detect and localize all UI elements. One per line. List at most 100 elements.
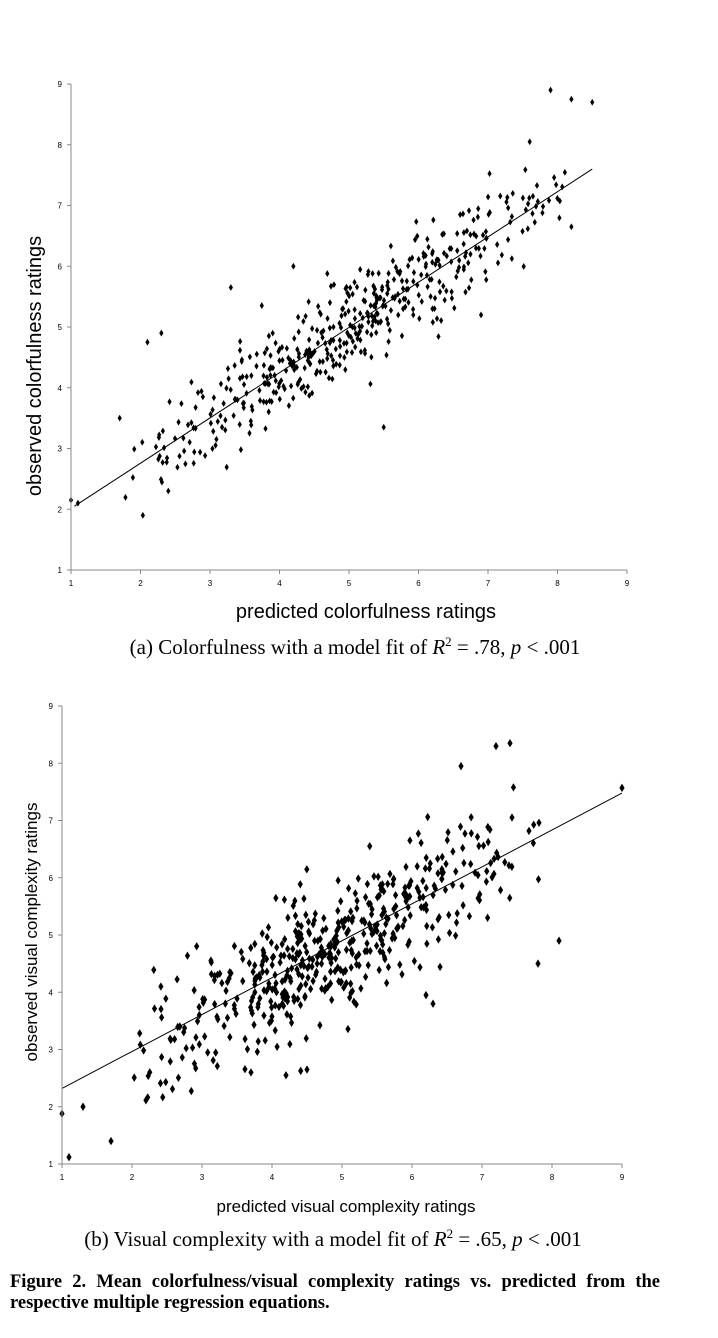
caption-r-value: = .65, (453, 1227, 513, 1251)
data-point (353, 329, 358, 337)
data-point (455, 247, 460, 255)
x-tick-label: 2 (130, 1173, 135, 1182)
data-point (304, 947, 310, 957)
data-point (231, 412, 236, 420)
data-point (392, 890, 399, 900)
data-point (179, 400, 184, 408)
data-point (291, 262, 296, 270)
data-point (163, 1077, 169, 1087)
data-point (213, 441, 218, 449)
data-point (424, 939, 430, 948)
data-point (264, 932, 270, 942)
data-point (345, 914, 351, 923)
data-point (348, 946, 354, 955)
data-point (291, 394, 296, 402)
data-point (455, 230, 460, 237)
data-point (259, 929, 265, 938)
data-point (392, 294, 397, 302)
data-point (439, 852, 445, 862)
data-point (157, 1079, 164, 1088)
data-point (381, 423, 386, 431)
data-point (536, 818, 542, 827)
subfigure-caption-a: (a) Colorfulness with a model fit of R2 … (0, 634, 714, 660)
data-point (335, 918, 341, 927)
data-point (348, 979, 354, 988)
data-point (175, 1073, 182, 1083)
data-point (346, 307, 351, 315)
data-point (378, 318, 384, 325)
data-points (59, 739, 625, 1162)
data-point (569, 95, 574, 103)
data-point (546, 197, 552, 204)
data-point (167, 398, 172, 406)
data-point (240, 976, 246, 986)
data-point (476, 205, 481, 213)
data-point (343, 285, 348, 292)
data-point (411, 956, 417, 966)
data-point (364, 328, 370, 336)
data-point (257, 397, 263, 404)
data-point (159, 1013, 165, 1022)
data-point (410, 254, 415, 262)
data-point (224, 977, 231, 987)
data-point (401, 305, 406, 313)
data-point (210, 1056, 216, 1065)
data-point (553, 181, 559, 189)
data-point (405, 262, 411, 270)
data-point (441, 282, 446, 290)
data-point (458, 761, 464, 771)
data-point (292, 955, 298, 964)
data-point (430, 305, 435, 313)
data-point (457, 256, 462, 264)
data-point (373, 299, 379, 307)
data-point (527, 194, 532, 202)
data-point (476, 245, 481, 252)
data-point (469, 276, 474, 284)
data-point (505, 193, 510, 201)
data-point (423, 252, 428, 259)
x-tick-label: 4 (277, 579, 282, 588)
data-point (434, 315, 440, 322)
data-point (272, 371, 277, 379)
data-point (366, 318, 371, 326)
data-point (403, 303, 408, 311)
data-point (370, 322, 375, 330)
data-point (284, 971, 290, 980)
data-point (191, 424, 196, 432)
data-point (199, 387, 204, 395)
data-point (374, 296, 380, 304)
data-point (364, 879, 371, 889)
data-point (426, 243, 431, 251)
data-point (498, 192, 503, 200)
data-point (315, 936, 321, 945)
data-point (411, 277, 416, 285)
data-point (449, 294, 454, 302)
data-point (295, 346, 300, 353)
data-point (463, 249, 469, 257)
data-point (295, 919, 301, 929)
data-point (390, 257, 396, 265)
data-point (161, 444, 167, 452)
data-point (193, 424, 198, 432)
data-point (348, 963, 354, 972)
data-point (345, 884, 352, 893)
data-point (354, 904, 360, 913)
data-point (468, 231, 473, 239)
data-point (215, 418, 220, 425)
data-point (232, 362, 237, 369)
data-point (200, 994, 206, 1004)
data-point (404, 286, 409, 293)
data-point (461, 266, 466, 273)
data-point (223, 416, 228, 424)
data-point (444, 836, 450, 845)
data-point (311, 936, 318, 945)
data-point (425, 283, 430, 291)
data-point (346, 332, 352, 339)
data-point (387, 326, 392, 334)
data-point (309, 962, 315, 971)
y-tick-label: 7 (58, 202, 63, 211)
data-point (420, 876, 426, 886)
data-point (237, 421, 242, 428)
data-point (435, 854, 441, 863)
data-point (552, 174, 557, 181)
